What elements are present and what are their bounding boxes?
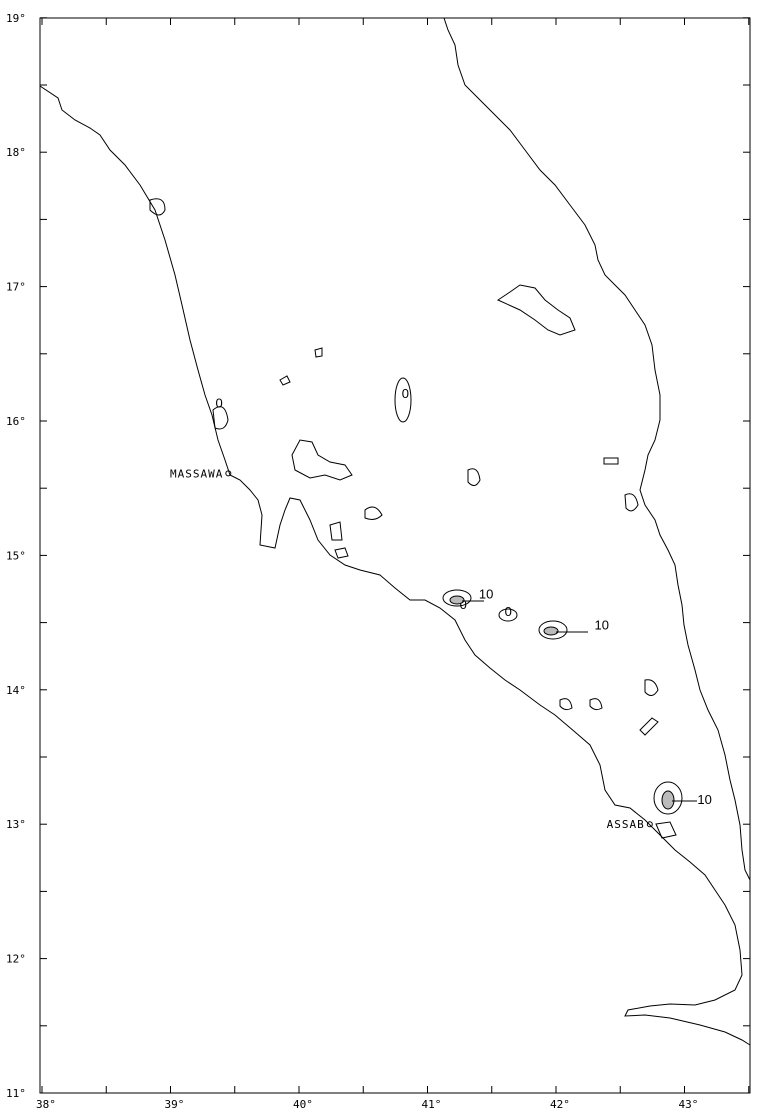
lat-label: 18° <box>6 146 26 159</box>
lat-label: 17° <box>6 281 26 294</box>
contour-label: 10 <box>595 617 609 632</box>
islands <box>149 198 677 839</box>
lat-label: 12° <box>6 953 26 966</box>
contour-label: 10 <box>697 792 711 807</box>
contour-label: 10 <box>479 586 493 601</box>
place-label: ASSAB <box>607 818 645 831</box>
hatched-area <box>543 626 559 636</box>
lat-label: 13° <box>6 818 26 831</box>
lat-label: 11° <box>6 1087 26 1100</box>
lon-label: 42° <box>550 1098 570 1111</box>
lat-label: 14° <box>6 684 26 697</box>
lat-label: 19° <box>6 12 26 25</box>
contour-label: 0 <box>505 604 512 619</box>
hatched-area <box>449 595 465 605</box>
lat-label: 16° <box>6 415 26 428</box>
lon-label: 39° <box>165 1098 185 1111</box>
contours <box>394 377 697 815</box>
lat-label: 15° <box>6 549 26 562</box>
lon-label: 38° <box>36 1098 56 1111</box>
contour-label: 0 <box>215 396 222 411</box>
west-coastline <box>39 85 751 1046</box>
axis-ticks <box>40 17 750 1094</box>
contour-label: 0 <box>402 386 409 401</box>
map-frame <box>39 17 751 1094</box>
place-label: MASSAWA <box>170 467 223 480</box>
lon-label: 40° <box>293 1098 313 1111</box>
lon-label: 41° <box>422 1098 442 1111</box>
east-coastline <box>443 17 751 881</box>
hatched-area <box>661 790 675 810</box>
contour-label: 0 <box>460 597 467 612</box>
lon-label: 43° <box>679 1098 699 1111</box>
